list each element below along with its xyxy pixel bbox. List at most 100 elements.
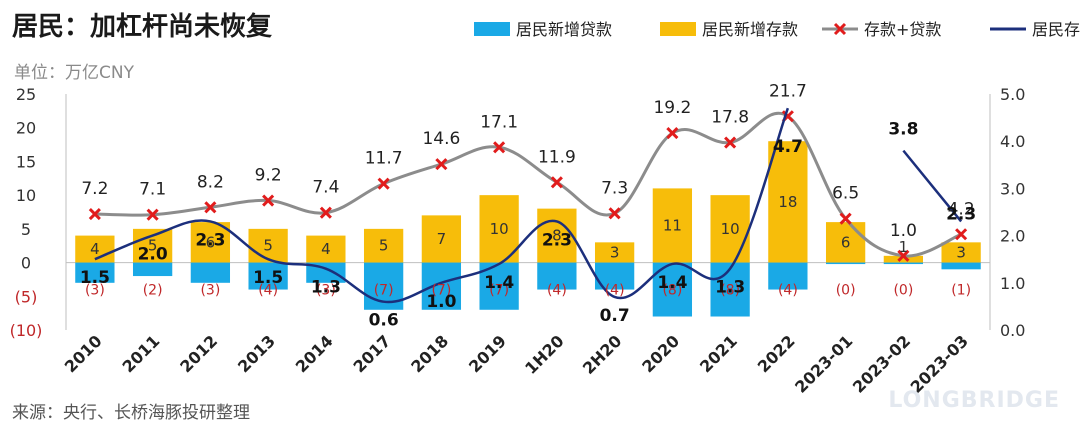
x-tick-label: 2H20 — [579, 331, 626, 378]
deposit-value-label: 7 — [437, 230, 447, 248]
left-tick-label: (10) — [10, 321, 43, 340]
left-tick-label: (5) — [15, 287, 38, 306]
loan-bar — [306, 262, 346, 283]
sum-marker — [550, 176, 563, 189]
x-tick-label: 2017 — [350, 331, 395, 376]
sum-value-label: 7.2 — [81, 179, 108, 199]
sum-value-label: 8.2 — [197, 172, 224, 192]
sum-marker — [204, 201, 217, 214]
loan-bar — [825, 262, 866, 265]
left-tick-label: 5 — [21, 220, 31, 239]
left-tick-label: 15 — [16, 152, 36, 171]
loan-value-label: (3) — [316, 283, 336, 299]
x-tick-label: 2014 — [292, 331, 337, 376]
loan-value-label: (7) — [489, 283, 509, 299]
sum-marker — [897, 249, 910, 262]
deposit-value-label: 5 — [379, 237, 389, 255]
deposit-value-label: 10 — [490, 220, 509, 238]
left-tick-label: 0 — [21, 254, 31, 273]
loan-bar — [421, 262, 462, 310]
x-tick-label: 2023-03 — [907, 331, 972, 396]
ratio-line — [902, 149, 963, 223]
loan-bar — [883, 262, 924, 265]
loan-value-label: (0) — [836, 283, 856, 299]
deposit-value-label: 5 — [148, 237, 158, 255]
sum-value-label: 6.5 — [832, 184, 859, 204]
ratio-value-label: 1.3 — [311, 278, 341, 298]
right-tick-label: 0.0 — [1000, 321, 1025, 340]
deposit-value-label: 6 — [841, 233, 851, 251]
sum-marker — [724, 136, 737, 149]
legend-label: 居民新增存款 — [702, 20, 798, 39]
ratio-value-label: 2.3 — [542, 230, 572, 250]
deposit-bar — [652, 188, 693, 263]
left-tick-label: 20 — [16, 119, 36, 138]
loan-bar — [248, 262, 288, 290]
deposit-value-label: 11 — [663, 216, 682, 234]
unit-label: 单位：万亿CNY — [14, 63, 134, 83]
right-tick-label: 5.0 — [1000, 85, 1025, 104]
sum-marker — [88, 207, 101, 221]
right-tick-label: 3.0 — [1000, 179, 1025, 198]
sum-value-label: 4.2 — [948, 199, 975, 219]
ratio-line — [94, 107, 790, 304]
deposit-bar — [248, 228, 288, 263]
loan-value-label: (7) — [431, 283, 451, 299]
sum-value-label: 21.7 — [769, 81, 807, 101]
sum-value-label: 7.3 — [601, 178, 628, 198]
ratio-value-label: 1.5 — [80, 268, 110, 288]
x-tick-label: 2020 — [638, 331, 683, 376]
loan-value-label: (3) — [85, 283, 105, 299]
ratio-value-label: 1.5 — [253, 268, 283, 288]
ratio-value-label: 3.8 — [888, 120, 918, 140]
data-labels: 4 (3) 7.2 1.5 5 (2) 7.1 2.0 6 (3) 8.2 2.3 5 (4) 9.2 1.5… — [80, 81, 976, 330]
legend-label: 居民新增贷款 — [516, 20, 612, 39]
deposit-value-label: 3 — [956, 243, 966, 261]
sum-value-label: 7.4 — [312, 178, 339, 198]
deposit-bar — [941, 242, 981, 263]
deposit-bar — [710, 195, 750, 263]
loan-value-label: (3) — [200, 283, 220, 299]
loan-bar — [190, 262, 231, 283]
right-tick-label: 2.0 — [1000, 227, 1025, 246]
ratio-value-label: 1.3 — [715, 278, 745, 298]
deposit-value-label: 5 — [263, 237, 273, 255]
loan-value-label: (4) — [778, 283, 798, 299]
ratio-value-label: 1.4 — [657, 273, 687, 293]
deposit-bar — [363, 228, 404, 263]
loan-value-label: (7) — [374, 283, 394, 299]
loan-value-label: (8) — [662, 283, 682, 299]
deposit-bar — [594, 242, 635, 263]
deposit-value-label: 8 — [552, 227, 562, 245]
loan-value-label: (1) — [951, 283, 971, 299]
sum-marker — [608, 207, 621, 220]
sum-value-label: 7.1 — [139, 180, 166, 200]
x-tick-label: 2011 — [119, 331, 164, 376]
sum-value-label: 17.8 — [711, 108, 749, 128]
right-tick-label: 4.0 — [1000, 132, 1025, 151]
deposit-value-label: 1 — [899, 238, 909, 256]
sum-marker — [493, 141, 506, 154]
sum-value-label: 11.7 — [365, 149, 403, 169]
deposit-bar — [306, 235, 346, 263]
legend-label: 居民存贷比 — [1032, 20, 1080, 39]
ratio-value-label: 2.3 — [946, 204, 976, 224]
ratio-value-label: 0.6 — [369, 311, 399, 331]
sum-marker — [146, 208, 159, 221]
sum-value-label: 11.9 — [538, 147, 576, 167]
loan-value-label: (4) — [605, 283, 625, 299]
ratio-value-label: 4.7 — [773, 137, 803, 157]
lines — [88, 107, 968, 304]
deposit-bar — [479, 195, 519, 263]
loan-value-label: (4) — [547, 283, 567, 299]
legend-label: 存款+贷款 — [864, 20, 941, 39]
x-tick-label: 2013 — [234, 331, 279, 376]
chart-title: 居民：加杠杆尚未恢复 — [12, 12, 273, 42]
sum-marker — [666, 127, 679, 140]
loan-value-label: (0) — [893, 283, 913, 299]
deposit-bar — [883, 255, 924, 263]
loan-bar — [537, 262, 577, 290]
loan-bar — [75, 262, 115, 283]
x-tick-label: 2010 — [61, 331, 106, 376]
